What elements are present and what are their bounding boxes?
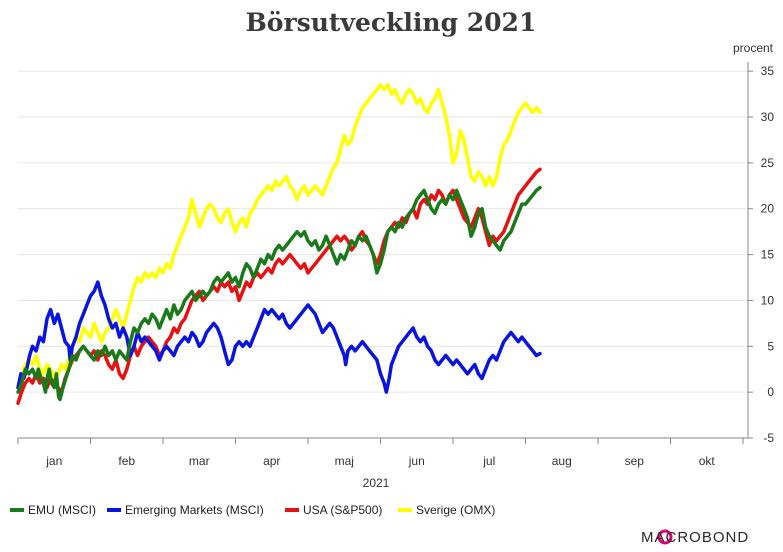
x-tick-label: jan xyxy=(45,454,62,468)
legend-label: Emerging Markets (MSCI) xyxy=(125,503,264,517)
x-tick-label: jul xyxy=(482,454,495,468)
series-line xyxy=(16,83,542,390)
x-tick-label: sep xyxy=(625,454,645,468)
y-unit-label: procent xyxy=(733,41,774,55)
x-year-label: 2021 xyxy=(363,476,390,490)
x-tick-label: jun xyxy=(408,454,425,468)
y-tick-label: 15 xyxy=(761,248,775,262)
x-tick-label: okt xyxy=(699,454,716,468)
y-tick-label: 35 xyxy=(761,64,775,78)
brand-logo: MACROBOND xyxy=(641,529,749,546)
y-tick-label: 30 xyxy=(761,110,775,124)
axes: 35 30 25 20 15 10 5 0 -5 jan feb mar apr maj jun jul aug… xyxy=(17,62,775,468)
series-lines xyxy=(16,83,542,405)
legend-label: USA (S&P500) xyxy=(303,503,382,517)
brand-name: MACROBOND xyxy=(641,529,749,546)
x-tick-label: mar xyxy=(189,454,210,468)
y-tick-label: 10 xyxy=(761,293,775,307)
x-tick-label: maj xyxy=(335,454,354,468)
y-tick-label: -5 xyxy=(763,431,774,445)
series-line xyxy=(16,280,542,394)
chart-title: Börsutveckling 2021 xyxy=(246,8,537,37)
legend-label: EMU (MSCI) xyxy=(28,503,96,517)
x-tick-label: apr xyxy=(263,454,280,468)
brand-ring-icon xyxy=(657,529,673,545)
legend-label: Sverige (OMX) xyxy=(416,503,495,517)
legend: EMU (MSCI) Emerging Markets (MSCI) USA (S&… xyxy=(10,503,495,517)
y-tick-label: 5 xyxy=(767,339,774,353)
series-line xyxy=(16,185,542,402)
x-tick-label: aug xyxy=(552,454,572,468)
series-line xyxy=(16,167,542,405)
y-tick-label: 25 xyxy=(761,156,775,170)
y-tick-label: 0 xyxy=(767,385,774,399)
y-tick-label: 20 xyxy=(761,202,775,216)
x-tick-label: feb xyxy=(118,454,135,468)
